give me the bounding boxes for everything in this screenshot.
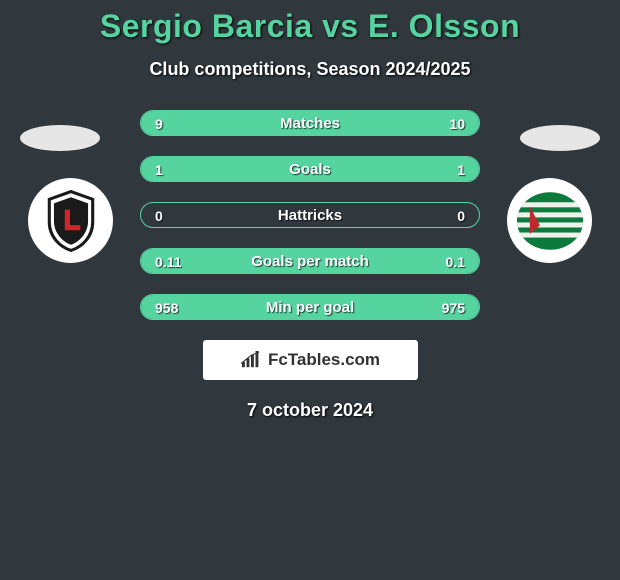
stat-name: Hattricks — [278, 203, 342, 228]
legia-crest-icon — [45, 190, 97, 252]
stat-value-right: 1 — [457, 157, 465, 182]
comparison-card: Sergio Barcia vs E. Olsson Club competit… — [0, 0, 620, 580]
country-oval-right — [520, 125, 600, 151]
stat-name: Goals per match — [251, 249, 369, 274]
stat-name: Matches — [280, 111, 340, 136]
stat-value-right: 975 — [442, 295, 465, 320]
stat-value-right: 10 — [449, 111, 465, 136]
stats-section: 9 10 Matches 1 1 Goals 0 0 Hattricks 0.11 0.1 Goals… — [140, 110, 480, 320]
club-badge-left — [28, 178, 113, 263]
bar-left-fill — [141, 157, 310, 181]
page-title: Sergio Barcia vs E. Olsson — [0, 0, 620, 45]
subtitle: Club competitions, Season 2024/2025 — [0, 59, 620, 80]
stat-row: 1 1 Goals — [140, 156, 480, 182]
bar-right-fill — [310, 157, 479, 181]
stat-value-left: 0 — [155, 203, 163, 228]
club-badge-right — [507, 178, 592, 263]
stat-value-left: 1 — [155, 157, 163, 182]
stat-value-left: 0.11 — [155, 249, 181, 274]
stat-name: Goals — [289, 157, 331, 182]
stat-name: Min per goal — [266, 295, 354, 320]
stat-value-left: 958 — [155, 295, 178, 320]
stat-row: 0 0 Hattricks — [140, 202, 480, 228]
attribution-box: FcTables.com — [203, 340, 418, 380]
stat-row: 958 975 Min per goal — [140, 294, 480, 320]
bar-chart-icon — [240, 351, 262, 369]
date-text: 7 october 2024 — [0, 400, 620, 421]
stat-value-right: 0.1 — [446, 249, 465, 274]
lechia-crest-icon — [514, 185, 586, 257]
stat-row: 0.11 0.1 Goals per match — [140, 248, 480, 274]
attribution-text: FcTables.com — [268, 350, 380, 370]
country-oval-left — [20, 125, 100, 151]
bar-left-fill — [141, 111, 300, 135]
stat-value-left: 9 — [155, 111, 163, 136]
stat-row: 9 10 Matches — [140, 110, 480, 136]
stat-value-right: 0 — [457, 203, 465, 228]
